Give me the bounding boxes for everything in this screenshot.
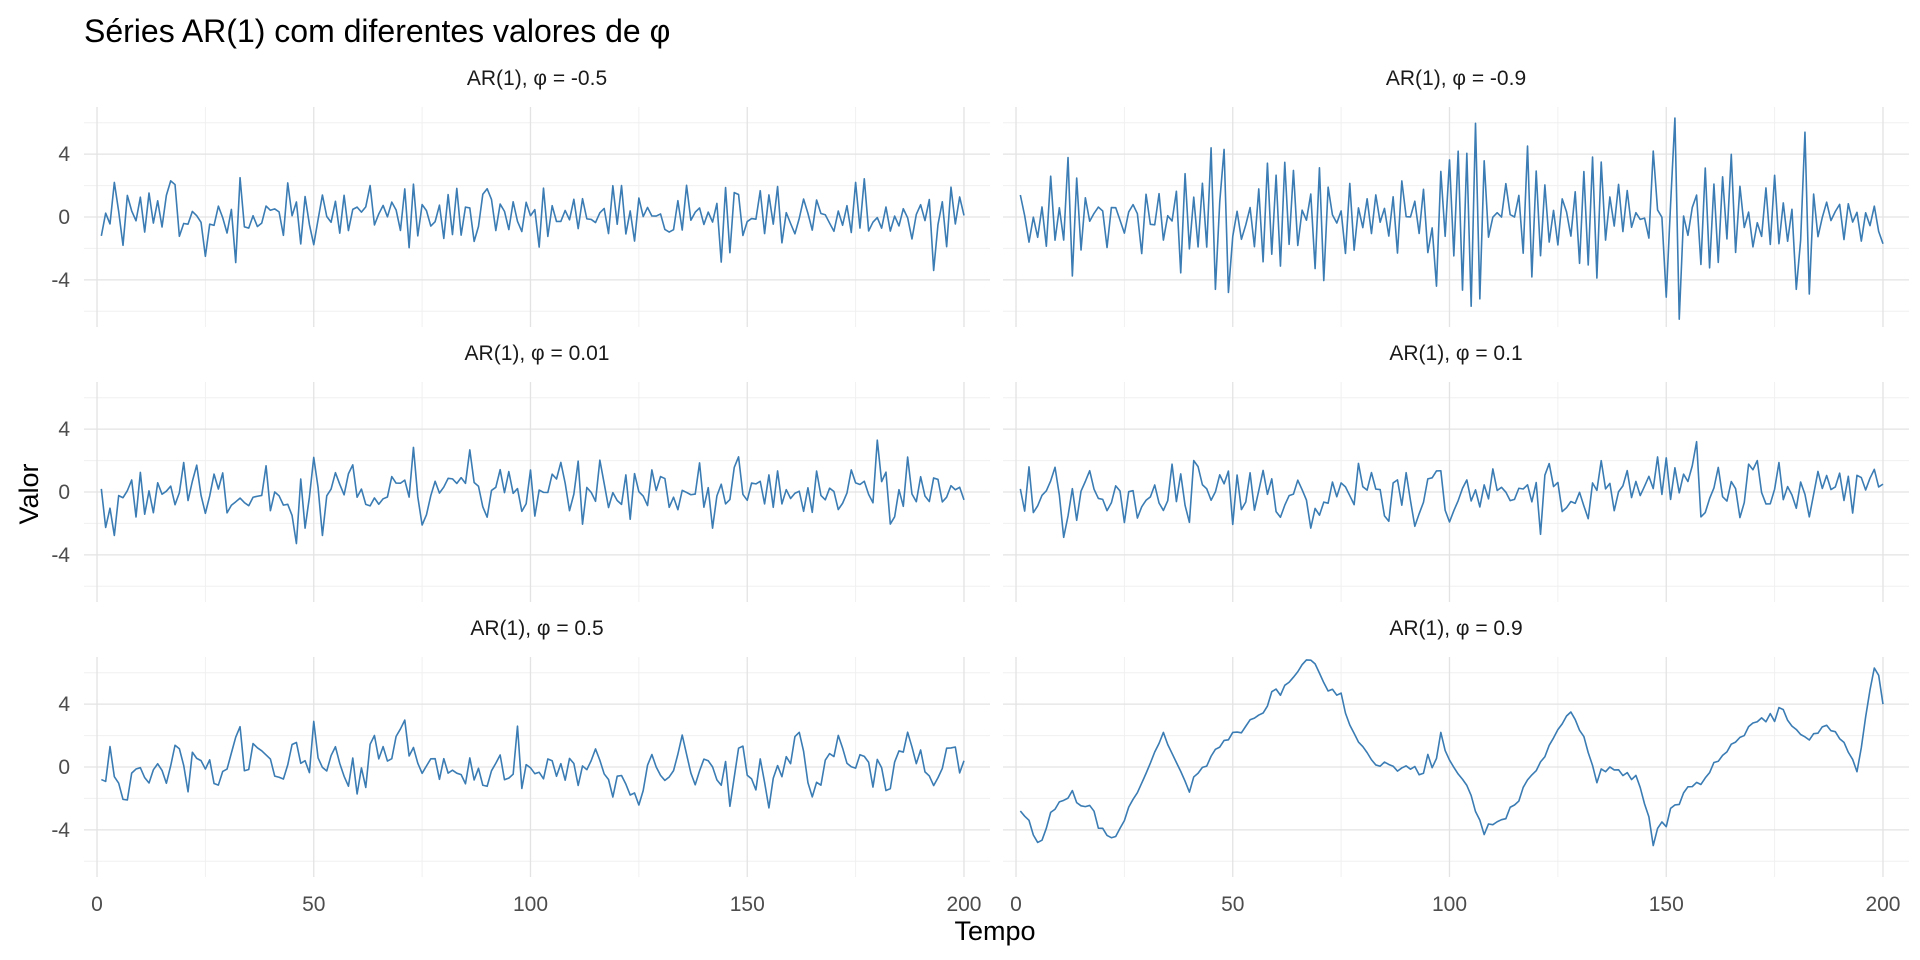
x-tick-label: 0 [1010, 893, 1022, 916]
series-line [1019, 117, 1884, 320]
series-line [101, 719, 965, 809]
series-line [1019, 440, 1884, 539]
chart-title: Séries AR(1) com diferentes valores de φ [84, 13, 670, 49]
panel-strip-label: AR(1), φ = -0.9 [1386, 67, 1526, 90]
y-tick-label: -4 [51, 819, 70, 842]
y-tick-label: 0 [58, 756, 70, 779]
panel: AR(1), φ = 0.1 [1003, 342, 1909, 602]
y-tick-label: 0 [58, 481, 70, 504]
panels-layer: AR(1), φ = -0.5 -4 0 4 AR(1), φ = -0.9 AR(1),… [51, 67, 1909, 916]
x-axis-label: Tempo [954, 916, 1035, 946]
series-line [100, 439, 965, 545]
series-line [1019, 659, 1884, 847]
x-tick-label: 100 [1432, 893, 1467, 916]
y-tick-label: -4 [51, 269, 70, 292]
x-tick-label: 100 [513, 893, 548, 916]
panel-strip-label: AR(1), φ = 0.9 [1389, 617, 1522, 640]
panel: AR(1), φ = -0.5 -4 0 4 [51, 67, 990, 327]
panel-strip-label: AR(1), φ = 0.5 [470, 617, 603, 640]
x-tick-label: 200 [946, 893, 981, 916]
panel: AR(1), φ = 0.9 0 50 100 150 200 [1003, 617, 1909, 916]
panel-strip-label: AR(1), φ = -0.5 [467, 67, 607, 90]
panel: AR(1), φ = -0.9 [1003, 67, 1909, 327]
series-line [100, 176, 965, 272]
panel: AR(1), φ = 0.01 -4 0 4 [51, 342, 990, 602]
x-tick-label: 150 [730, 893, 765, 916]
x-tick-label: 0 [91, 893, 103, 916]
panel: AR(1), φ = 0.5 -4 0 4 0 50 100 150 200 [51, 617, 990, 916]
x-tick-label: 200 [1865, 893, 1900, 916]
y-tick-label: 4 [58, 143, 70, 166]
x-tick-label: 150 [1649, 893, 1684, 916]
y-tick-label: 0 [58, 206, 70, 229]
y-axis-label: Valor [14, 463, 44, 524]
panel-strip-label: AR(1), φ = 0.01 [465, 342, 610, 365]
panel-strip-label: AR(1), φ = 0.1 [1389, 342, 1522, 365]
x-tick-label: 50 [302, 893, 325, 916]
y-tick-label: 4 [58, 418, 70, 441]
y-tick-label: -4 [51, 544, 70, 567]
y-tick-label: 4 [58, 693, 70, 716]
x-tick-label: 50 [1221, 893, 1244, 916]
